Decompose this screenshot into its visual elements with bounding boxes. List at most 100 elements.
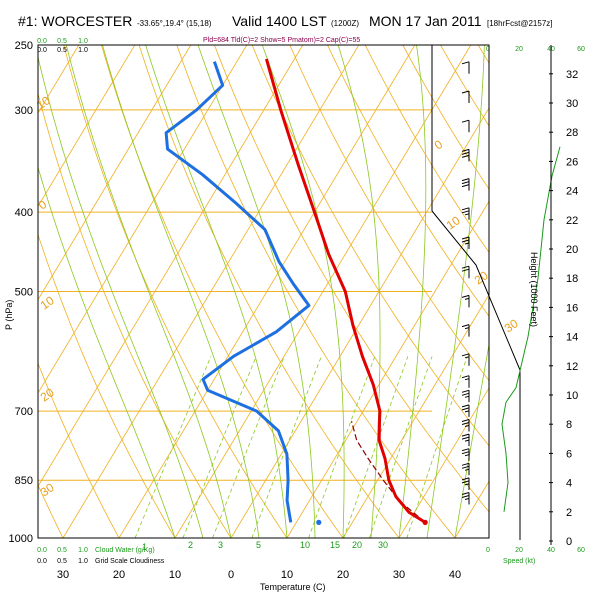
wind-barb-flag (461, 436, 470, 440)
isotherm-line (398, 387, 489, 538)
dry-adiabat (38, 362, 120, 538)
moist-adiabat (454, 342, 489, 538)
wind-speed-tick-top: 60 (577, 46, 585, 53)
wind-barb-flag (461, 178, 470, 182)
height-tick-label: 8 (566, 419, 572, 431)
wind-barb-half-flag (464, 498, 470, 500)
wind-barb (461, 178, 470, 191)
wind-barb-flag (461, 480, 470, 484)
wind-barb (461, 61, 470, 74)
mixing-ratio-label: 1 (142, 542, 147, 552)
wind-speed-tick-top: 40 (547, 46, 555, 53)
wind-barb-flag (461, 119, 470, 123)
pressure-tick-label: 850 (15, 475, 33, 487)
wind-barb-half-flag (464, 425, 470, 427)
wind-barb-half-flag (464, 439, 470, 442)
cloudiness-scale-top: 1.0 (78, 47, 88, 54)
dry-adiabat (364, 45, 489, 254)
moist-adiabat (398, 45, 427, 538)
mixing-ratio-label: 2 (188, 540, 193, 550)
wind-barb-flag (461, 353, 470, 357)
isotherm-line (38, 45, 192, 301)
wind-barb (461, 462, 470, 476)
isotherm-line (38, 45, 248, 394)
wind-barb (461, 404, 470, 417)
wind-speed-tick-bottom: 60 (577, 547, 585, 554)
dry-adiabat-label: 30 (38, 480, 57, 499)
wind-barb-half-flag (464, 395, 470, 398)
dry-adiabat (214, 45, 489, 513)
chart-valid-time: Valid 1400 LST (232, 13, 327, 29)
dry-adiabat (591, 45, 600, 538)
height-tick-label: 24 (566, 186, 578, 198)
mixing-ratio-label: 10 (300, 540, 310, 550)
wind-barb (461, 353, 470, 366)
grid-scale-label: Grid Scale Cloudiness (95, 558, 165, 565)
dry-adiabat (138, 45, 400, 538)
temperature-profile (264, 58, 426, 524)
chart-date: MON 17 Jan 2011 (369, 13, 482, 29)
isotherm-line (174, 45, 472, 538)
wind-speed-tick-bottom: 0 (486, 547, 490, 554)
wind-barb (461, 324, 470, 337)
wind-speed-label: Speed (kt) (503, 558, 535, 565)
wind-barb-flag (461, 151, 470, 155)
wind-barb (461, 207, 470, 220)
pressure-tick-label: 500 (15, 287, 33, 299)
mixing-ratio-line (182, 356, 257, 538)
wind-barb-flag (461, 477, 470, 481)
wind-barb-flag (461, 389, 470, 393)
wind-barb (461, 448, 470, 461)
wind-panel-boundary (431, 210, 521, 540)
cloud-water-scale-top: 1.0 (78, 38, 88, 45)
moist-adiabat (38, 55, 204, 538)
wind-barb-half-flag (464, 454, 470, 457)
moist-adiabat (337, 45, 381, 538)
wind-speed-trace (501, 146, 561, 512)
sounding-profiles (164, 58, 428, 525)
height-tick-label: 26 (566, 156, 578, 168)
chart-title: #1: WORCESTER (18, 13, 132, 29)
wind-barb-flag (461, 210, 470, 214)
mixing-ratio-label: 20 (352, 540, 362, 550)
wind-barb-flag (461, 207, 470, 211)
isotherm-line (62, 45, 360, 538)
chart-location: -33.65°,19.4° (15,18) (137, 19, 212, 28)
chart-indices: Pld=684 Tld(C)=2 Show=5 Pmatom)=2 Cap(C)… (203, 37, 360, 44)
moist-adiabat (197, 45, 316, 538)
wind-barb (461, 433, 470, 447)
height-tick-label: 14 (566, 332, 578, 344)
wind-barb-flag (461, 375, 470, 379)
mixing-ratio-line (369, 356, 433, 538)
mixing-ratio-line (406, 356, 468, 538)
dry-adiabat (101, 45, 344, 538)
dry-adiabat (289, 45, 489, 382)
wind-barb (461, 265, 470, 279)
chart-utc-time: (1200Z) (331, 19, 359, 28)
height-tick-label: 16 (566, 302, 578, 314)
height-tick-label: 28 (566, 127, 578, 139)
wind-barb-flag (461, 407, 470, 411)
cloud-water-scale-bottom: 0.0 (37, 547, 47, 554)
pressure-tick-label: 250 (15, 40, 33, 52)
temperature-tick-label: 10 (169, 569, 181, 581)
wind-barb (461, 389, 470, 403)
temperature-tick-label: 20 (113, 569, 125, 581)
height-tick-label: 2 (566, 507, 572, 519)
height-tick-label: 10 (566, 390, 578, 402)
isotherm-line (511, 45, 600, 538)
wind-barb (461, 477, 470, 490)
temperature-tick-label: 10 (281, 569, 293, 581)
temperature-tick-label: 30 (393, 569, 405, 581)
wind-barb (461, 375, 470, 388)
wind-barb-flag (461, 61, 470, 65)
cloud-water-scale-bottom: 0.5 (57, 547, 67, 554)
dry-adiabat (176, 45, 456, 538)
pressure-tick-label: 400 (15, 207, 33, 219)
mixing-ratio-label: 30 (378, 540, 388, 550)
wind-barb-flag (461, 462, 470, 466)
wind-barb-half-flag (464, 297, 470, 300)
wind-barb (461, 236, 470, 249)
wind-barb-flag (461, 492, 470, 495)
